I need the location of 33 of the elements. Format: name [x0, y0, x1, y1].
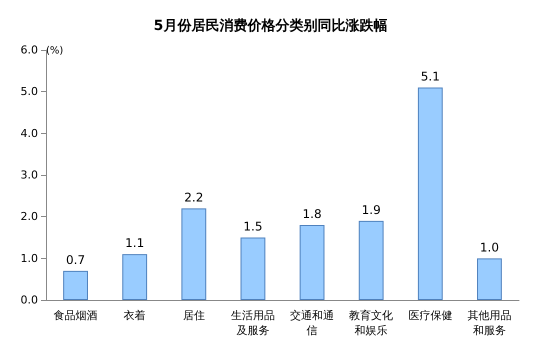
data-label: 0.7	[66, 252, 86, 267]
y-tick-label: 1.0	[20, 252, 38, 265]
x-tick-label: 居住	[182, 309, 205, 322]
y-axis-title: (%)	[46, 46, 64, 56]
x-tick-label: 食品烟酒	[54, 309, 98, 322]
y-tick-label: 2.0	[20, 210, 38, 224]
y-tick-label: 0.0	[20, 294, 38, 306]
bar	[358, 220, 384, 300]
y-tick-label: 6.0	[20, 44, 38, 56]
x-tick-label: 教育文化和娱乐	[349, 309, 394, 337]
bar	[477, 258, 502, 300]
x-tick-label: 衣着	[124, 309, 146, 322]
bar	[418, 88, 443, 300]
bar	[300, 225, 324, 300]
x-tick-label: 交通和通信	[290, 309, 334, 337]
x-tick-label: 生活用品及服务	[230, 309, 275, 337]
chart-title: 5月份居民消费价格分类别同比涨跌幅	[154, 18, 388, 34]
y-tick-label: 3.0	[20, 168, 38, 182]
data-label: 1.9	[362, 202, 381, 217]
data-label: 1.8	[302, 207, 322, 221]
data-label: 1.0	[480, 240, 499, 254]
y-tick-label: 5.0	[20, 85, 38, 98]
x-tick-label: 医疗保健	[408, 309, 452, 322]
bar	[122, 254, 148, 300]
x-tick-label: 其他用品和服务	[467, 309, 512, 337]
bar	[63, 270, 88, 300]
data-label: 1.5	[243, 220, 262, 234]
bar	[240, 238, 266, 300]
data-label: 2.2	[184, 190, 204, 204]
data-label: 1.1	[125, 236, 144, 250]
y-tick-label: 4.0	[20, 126, 38, 140]
data-label: 5.1	[420, 70, 440, 84]
bar	[181, 208, 206, 300]
